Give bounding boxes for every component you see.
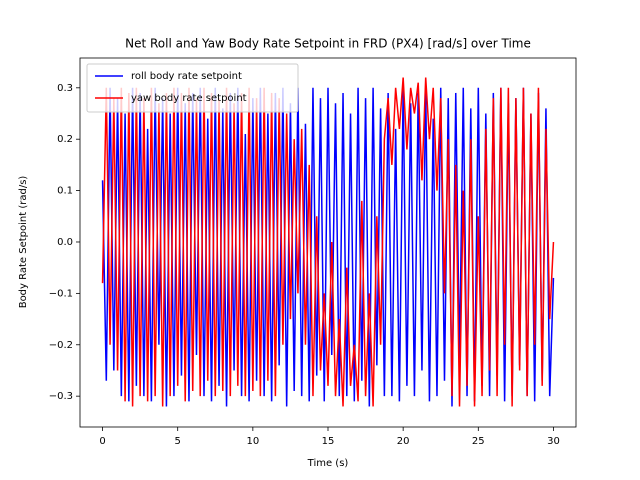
y-tick-label: 0.2 [57,134,73,145]
y-axis-label: Body Rate Setpoint (rad/s) [18,176,29,309]
x-tick-label: 0 [99,436,105,447]
y-tick-label: −0.2 [49,340,73,351]
x-axis-label: Time (s) [307,458,349,469]
y-tick-label: −0.1 [49,288,73,299]
legend-label: roll body rate setpoint [131,71,242,82]
x-tick-label: 5 [175,436,181,447]
x-tick-label: 25 [472,436,485,447]
y-tick-label: −0.3 [49,391,73,402]
y-tick-label: 0.3 [57,83,73,94]
x-tick-label: 10 [246,436,259,447]
chart-title: Net Roll and Yaw Body Rate Setpoint in F… [125,37,531,51]
legend-box [86,63,299,113]
axes-frame [79,57,577,428]
x-tick-label: 30 [547,436,560,447]
y-tick-label: 0.0 [57,237,73,248]
x-tick-label: 20 [397,436,410,447]
series-line [101,77,555,407]
legend-label: yaw body rate setpoint [131,93,247,104]
y-tick-label: 0.1 [57,186,73,197]
x-tick-label: 15 [322,436,335,447]
